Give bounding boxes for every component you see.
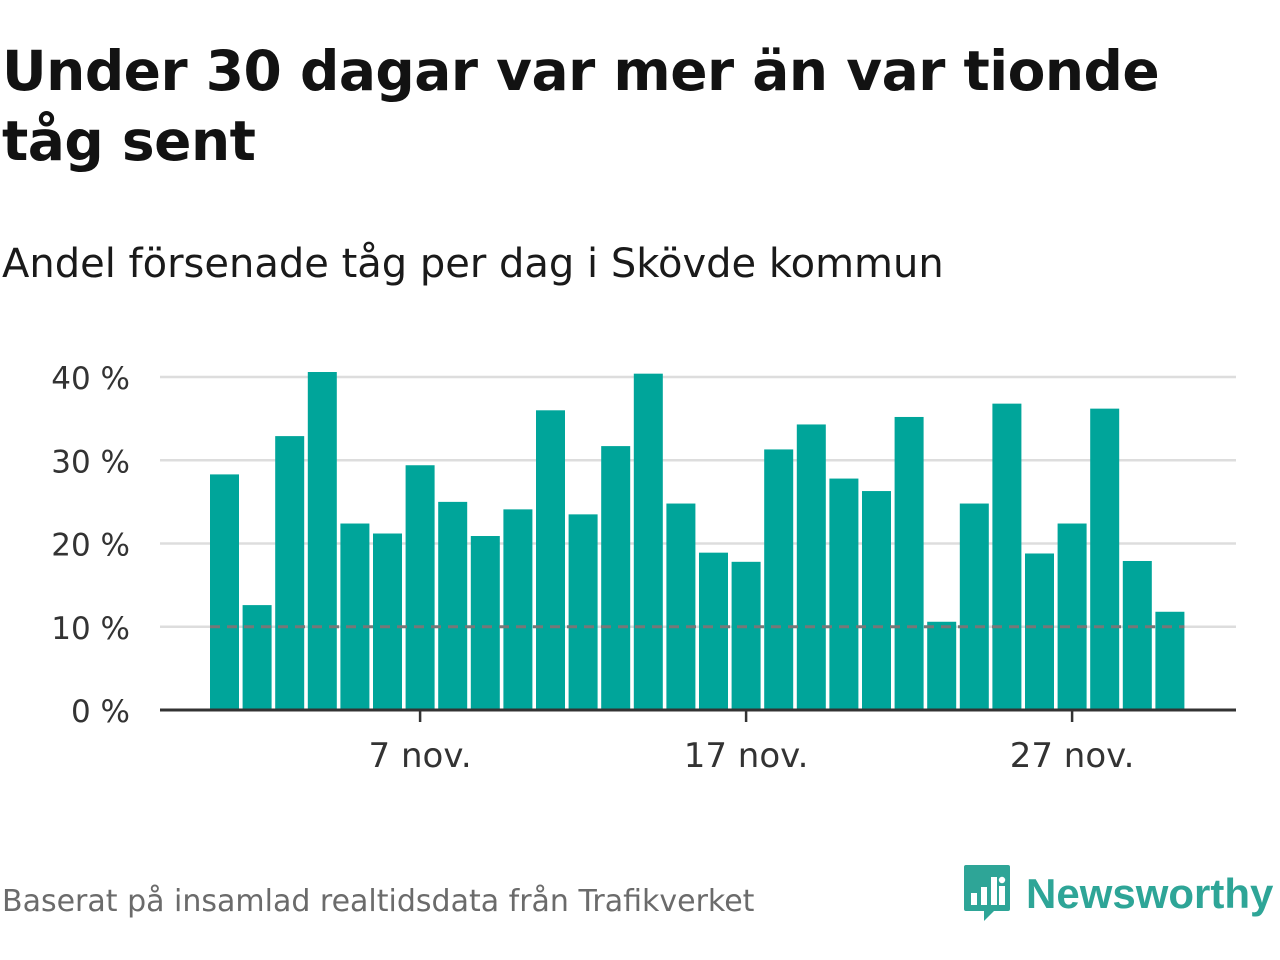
bar bbox=[242, 605, 272, 710]
bar bbox=[699, 552, 728, 710]
y-tick-label: 10 % bbox=[51, 611, 130, 647]
chart-subtitle: Andel försenade tåg per dag i Skövde kom… bbox=[2, 241, 944, 287]
bar bbox=[633, 373, 663, 710]
x-tick-label: 17 nov. bbox=[684, 736, 809, 776]
bar bbox=[764, 449, 794, 710]
bar bbox=[340, 523, 370, 710]
bar bbox=[536, 410, 565, 710]
bar bbox=[1057, 523, 1087, 710]
x-tick-label: 27 nov. bbox=[1010, 736, 1135, 776]
bar bbox=[829, 478, 859, 710]
newsworthy-logo-icon bbox=[964, 865, 1010, 921]
bar bbox=[568, 514, 598, 710]
bar bbox=[992, 403, 1022, 710]
bar bbox=[307, 372, 337, 710]
bars bbox=[210, 372, 1185, 710]
bar bbox=[503, 509, 533, 710]
bar bbox=[470, 536, 500, 710]
gridlines bbox=[160, 375, 1236, 628]
bar bbox=[1122, 560, 1152, 710]
bar bbox=[894, 416, 924, 710]
x-tick-label: 7 nov. bbox=[369, 736, 472, 776]
bar bbox=[959, 503, 989, 710]
bar-chart: 0 % 10 % 20 % 30 % 40 % 7 nov. 17 nov. 27 nov. bbox=[51, 361, 1236, 776]
bar bbox=[862, 491, 891, 710]
source-note: Baserat på insamlad realtidsdata från Tr… bbox=[2, 884, 755, 919]
bar bbox=[927, 621, 957, 710]
bar bbox=[275, 436, 305, 710]
y-tick-label: 0 % bbox=[71, 694, 130, 730]
bar bbox=[666, 503, 696, 710]
bar bbox=[438, 501, 468, 710]
brand-logo: Newsworthy bbox=[962, 862, 1273, 926]
bar bbox=[1090, 408, 1120, 710]
bar bbox=[210, 474, 239, 710]
bar bbox=[731, 561, 761, 710]
y-tick-label: 40 % bbox=[51, 361, 130, 397]
bar bbox=[405, 465, 435, 710]
y-axis-labels: 0 % 10 % 20 % 30 % 40 % bbox=[51, 361, 130, 730]
y-tick-label: 30 % bbox=[51, 444, 130, 480]
chart-title: Under 30 dagar var mer än var tionde tåg… bbox=[2, 39, 1160, 173]
bar bbox=[1025, 553, 1054, 710]
brand-name: Newsworthy bbox=[1026, 870, 1274, 917]
bar bbox=[601, 446, 631, 710]
y-tick-label: 20 % bbox=[51, 528, 130, 564]
bar bbox=[373, 533, 402, 710]
bar bbox=[796, 424, 826, 710]
x-axis: 7 nov. 17 nov. 27 nov. bbox=[160, 708, 1236, 776]
